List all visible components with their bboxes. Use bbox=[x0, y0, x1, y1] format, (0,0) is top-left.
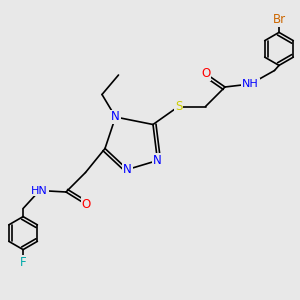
Text: N: N bbox=[153, 154, 162, 167]
Text: N: N bbox=[111, 110, 120, 124]
Text: F: F bbox=[20, 256, 26, 269]
Text: HN: HN bbox=[31, 185, 48, 196]
Text: S: S bbox=[175, 100, 182, 113]
Text: NH: NH bbox=[242, 79, 259, 89]
Text: N: N bbox=[123, 163, 132, 176]
Text: O: O bbox=[201, 67, 210, 80]
Text: Br: Br bbox=[272, 13, 286, 26]
Text: O: O bbox=[82, 198, 91, 211]
